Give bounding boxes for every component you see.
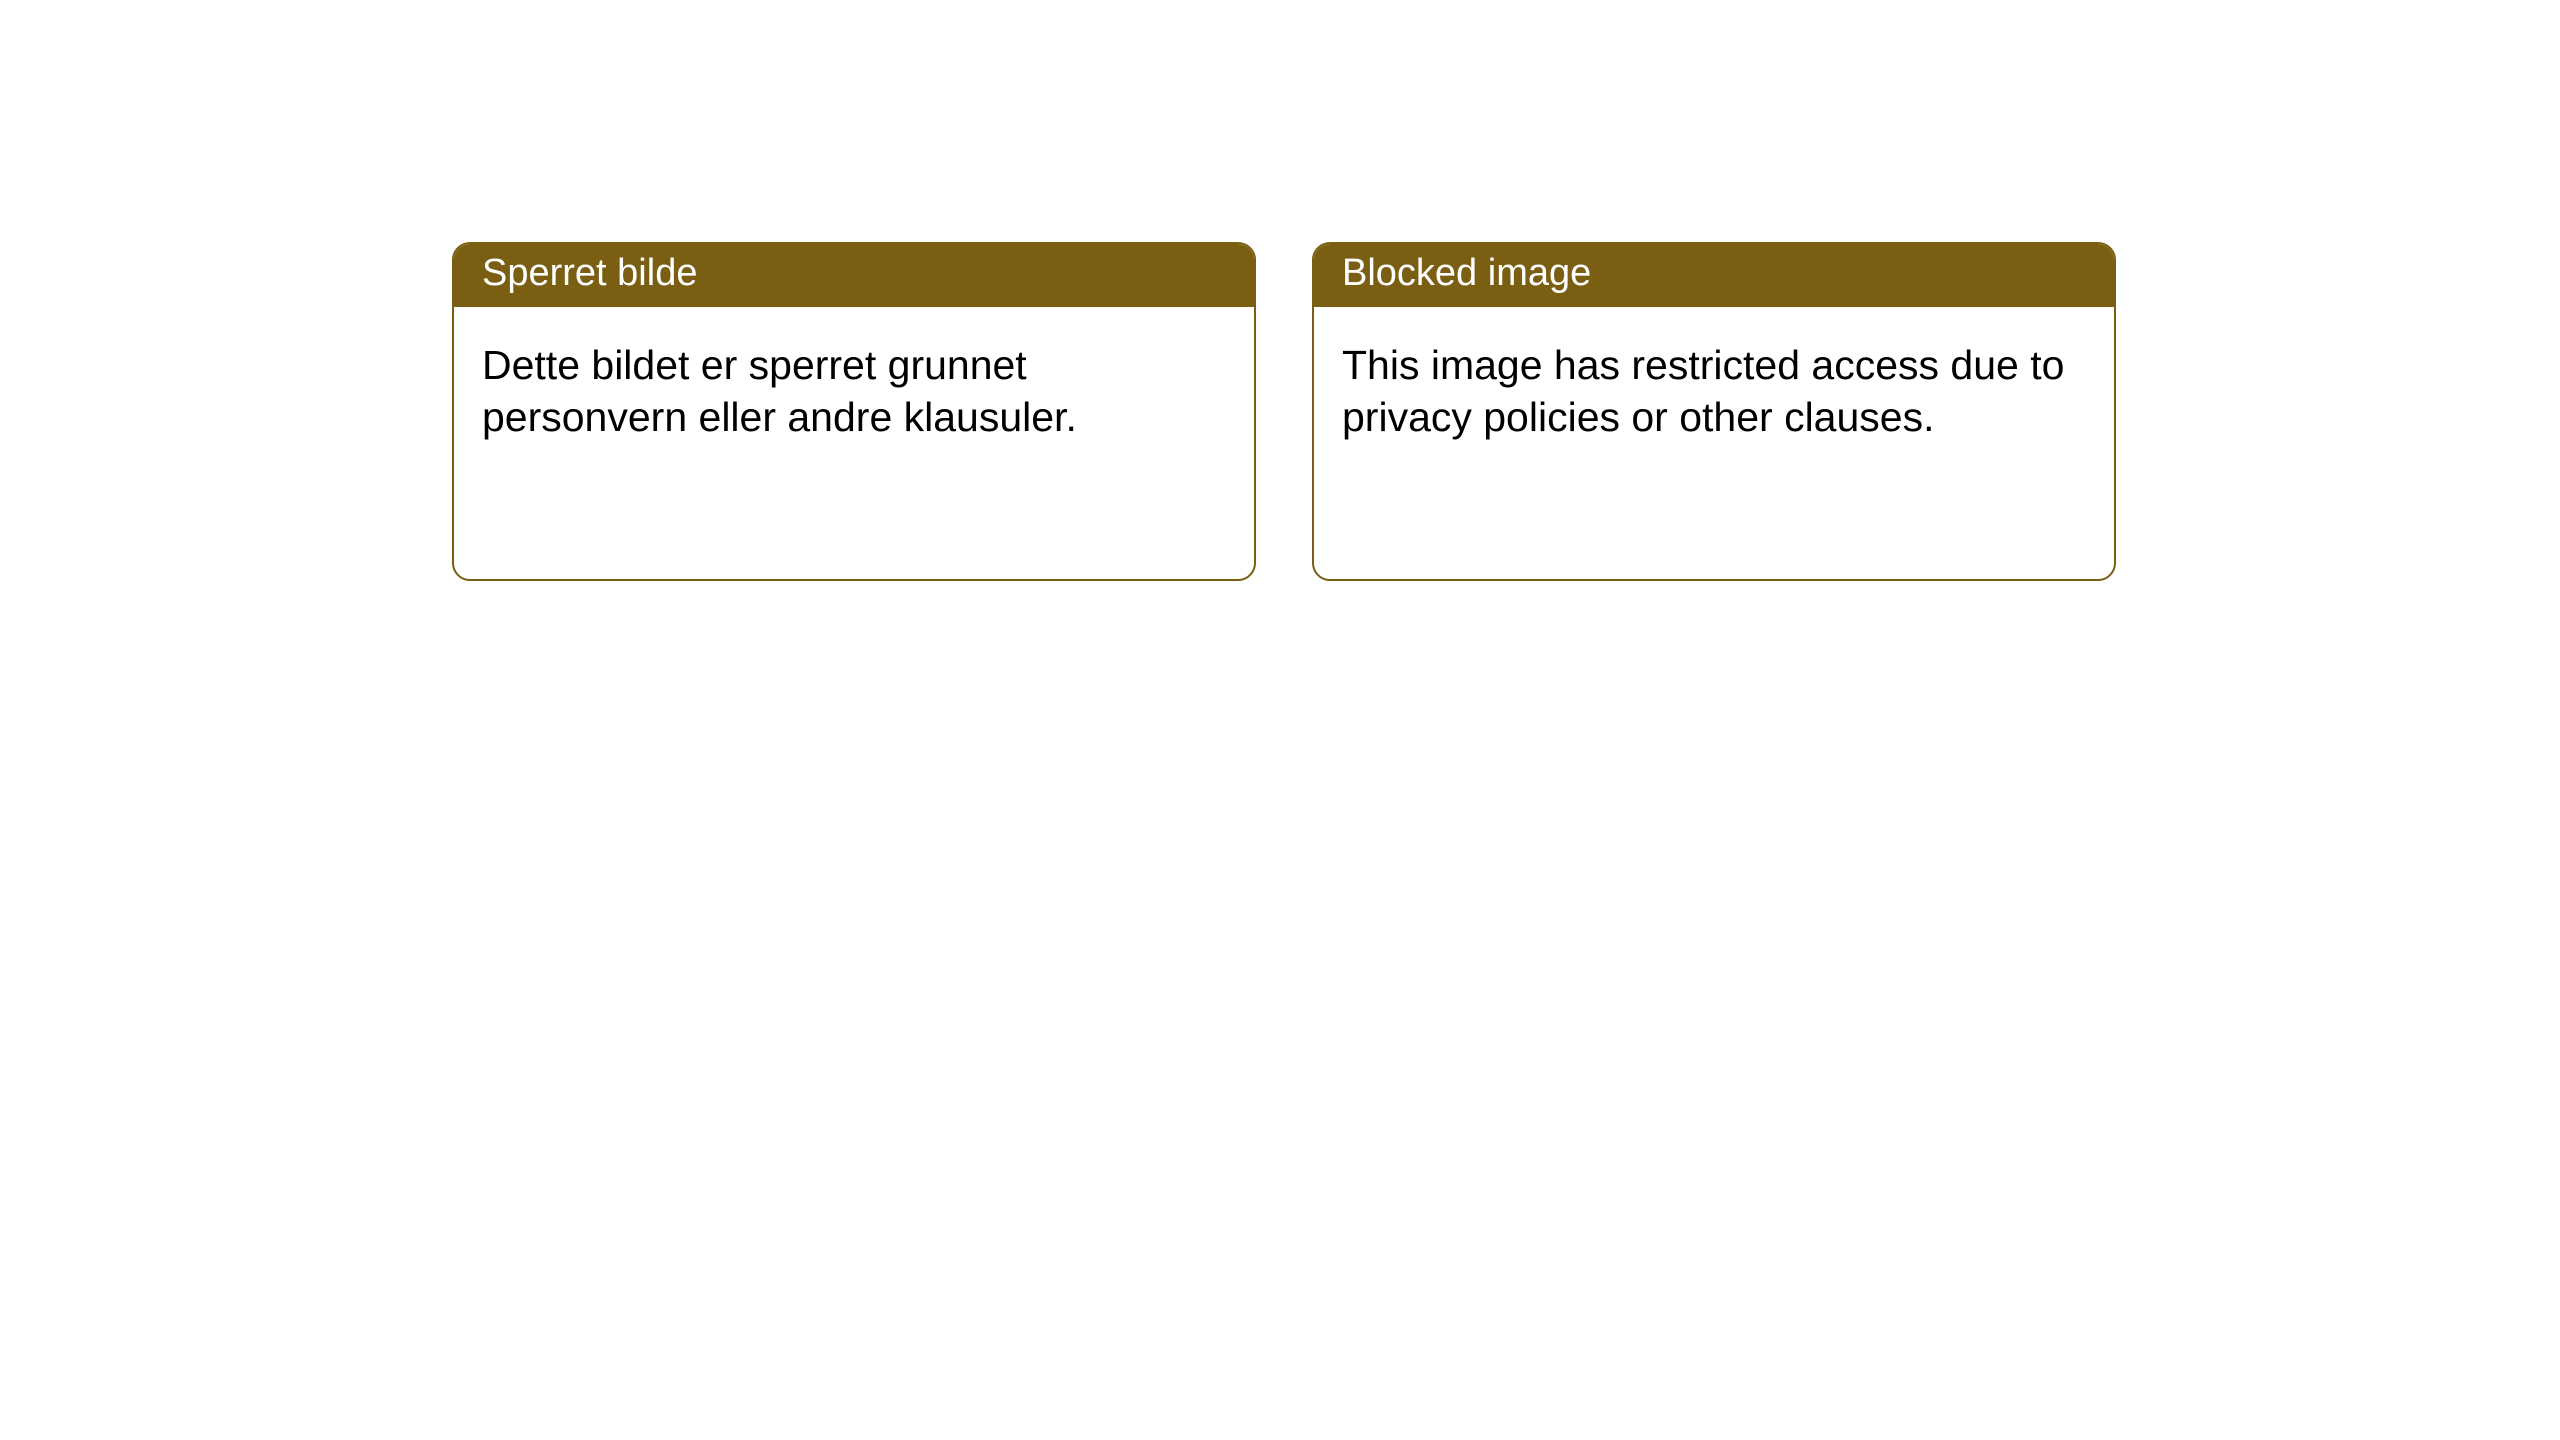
notice-text: Dette bildet er sperret grunnet personve… <box>482 342 1077 440</box>
notice-text: This image has restricted access due to … <box>1342 342 2064 440</box>
notice-container: Sperret bilde Dette bildet er sperret gr… <box>452 242 2116 581</box>
notice-body: Dette bildet er sperret grunnet personve… <box>454 307 1254 476</box>
notice-box-english: Blocked image This image has restricted … <box>1312 242 2116 581</box>
notice-body: This image has restricted access due to … <box>1314 307 2114 476</box>
notice-title: Sperret bilde <box>482 252 697 294</box>
notice-title: Blocked image <box>1342 252 1591 294</box>
notice-header: Blocked image <box>1314 244 2114 307</box>
notice-box-norwegian: Sperret bilde Dette bildet er sperret gr… <box>452 242 1256 581</box>
notice-header: Sperret bilde <box>454 244 1254 307</box>
